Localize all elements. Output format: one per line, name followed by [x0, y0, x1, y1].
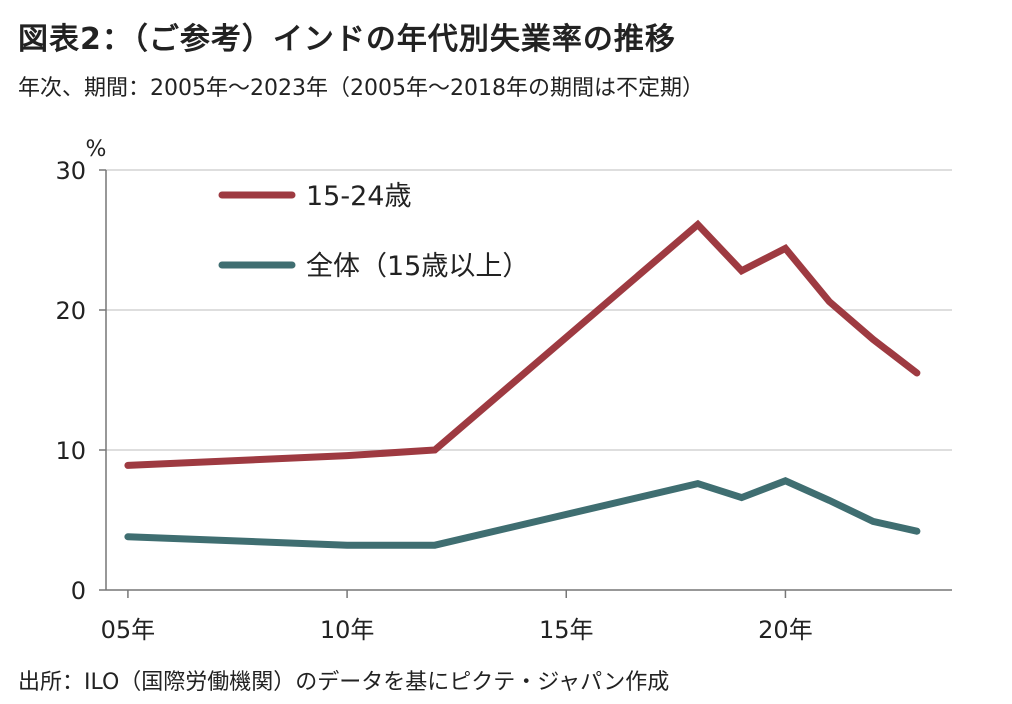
- legend-label-2: 全体（15歳以上）: [306, 251, 529, 282]
- y-tick-label: 30: [55, 157, 86, 185]
- y-tick-label: 20: [55, 297, 86, 325]
- x-tick-label: 05年: [101, 616, 156, 644]
- chart-title: 図表2：（ご参考）インドの年代別失業率の推移: [18, 22, 676, 57]
- tick-labels: 0 10 20 30% 05年 10年 15年 20年: [55, 137, 812, 644]
- gridlines: [106, 169, 952, 451]
- series-group: [124, 219, 921, 549]
- legend-label-1: 15-24歳: [306, 181, 411, 212]
- chart-subtitle: 年次、期間：2005年～2023年（2005年～2018年の期間は不定期）: [18, 76, 704, 101]
- x-tick-label: 10年: [320, 616, 375, 644]
- x-tick-label: 15年: [539, 616, 594, 644]
- y-tick-label: 10: [55, 437, 86, 465]
- source-note: 出所：ILO（国際労働機関）のデータを基にピクテ・ジャパン作成: [18, 670, 670, 695]
- series-line-2: [124, 477, 921, 549]
- y-axis-unit: %: [86, 137, 107, 162]
- y-tick-label: 0: [71, 577, 86, 605]
- series-line-1: [124, 219, 921, 469]
- x-tick-label: 20年: [758, 616, 813, 644]
- axes: [99, 169, 952, 598]
